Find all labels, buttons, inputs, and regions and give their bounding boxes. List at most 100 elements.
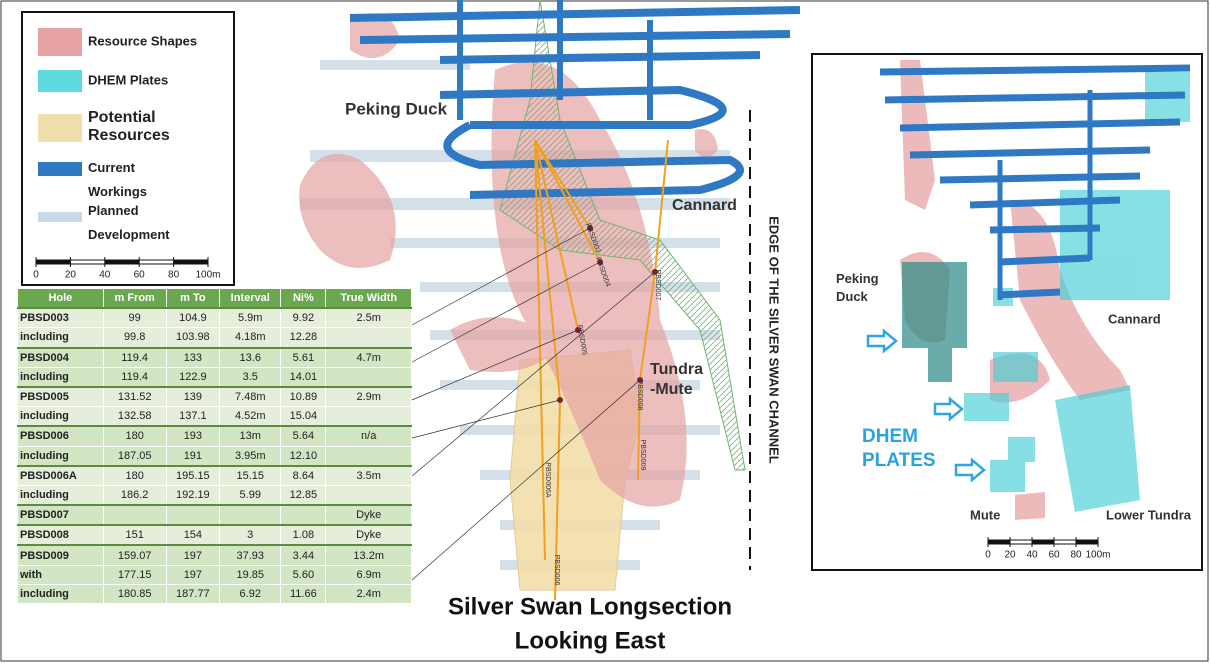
table-row: including 187.05 191 3.95m 12.10 (17, 445, 412, 467)
table-row: PBSD007 Dyke (17, 504, 412, 526)
table-cell: 7.48m (219, 385, 282, 408)
table-cell: 13m (219, 425, 282, 447)
inset-label: Peking Duck (836, 271, 879, 304)
scale-label: 80 (1070, 550, 1082, 561)
legend-label: DHEM Plates (88, 72, 168, 87)
legend-swatch (38, 28, 82, 56)
leader-lines (411, 227, 656, 581)
table-cell: 13.6 (219, 346, 282, 368)
table-row: PBSD003 99 104.9 5.9m 9.92 2.5m (17, 307, 412, 329)
table-cell: 139 (165, 385, 221, 408)
label: Tundra -Mute (650, 361, 703, 398)
label: Peking Duck (345, 99, 448, 118)
scale-label: 20 (65, 270, 77, 281)
table-row: PBSD006 180 193 13m 5.64 n/a (17, 425, 412, 447)
table-cell: 132.58 (102, 406, 167, 427)
scale-bar-segment (1076, 540, 1098, 544)
inset-label: DHEM PLATES (862, 426, 936, 471)
table-cell: 8.64 (280, 464, 327, 486)
title: Looking East (515, 627, 666, 654)
table-cell: PBSD006 (17, 425, 104, 447)
table-cell: 3.44 (280, 544, 327, 566)
table-row: PBSD006A 180 195.15 15.15 8.64 3.5m (17, 464, 412, 486)
inset-arrows (866, 328, 986, 483)
table-row: including 186.2 192.19 5.99 12.85 (17, 484, 412, 506)
scale-label: 0 (985, 550, 991, 561)
table-cell: 193 (165, 425, 221, 447)
table-cell: 5.61 (280, 346, 327, 368)
table-cell: PBSD004 (17, 346, 104, 368)
table-cell: 187.77 (165, 583, 221, 605)
table-cell: 192.19 (165, 484, 221, 506)
scale-bar-segment (173, 260, 208, 264)
table-cell (219, 504, 282, 526)
table-cell: Dyke (325, 524, 412, 546)
table-cell: 3.5m (325, 464, 412, 486)
inset-dark-plates (902, 262, 967, 382)
table-cell (165, 504, 221, 526)
table-cell (325, 327, 412, 349)
table-cell: 5.64 (280, 425, 327, 447)
table-cell: 19.85 (219, 564, 282, 585)
table-cell: including (17, 445, 104, 467)
table-row: PBSD008 151 154 3 1.08 Dyke (17, 524, 412, 546)
table-cell: n/a (325, 425, 412, 447)
table-cell: 137.1 (165, 406, 221, 427)
hole-label: PBSD006 (553, 555, 560, 586)
table-cell: 186.2 (102, 484, 167, 506)
inset-label: Mute (970, 507, 1000, 522)
table-cell: 2.9m (325, 385, 412, 408)
table-header: True Width (325, 288, 412, 309)
table-header: Ni% (280, 288, 327, 309)
table-cell: 13.2m (325, 544, 412, 566)
hole-label: PBSD007 (654, 270, 661, 301)
table-cell (280, 504, 327, 526)
table-cell (325, 366, 412, 388)
inset-dhem-plates (964, 72, 1190, 512)
table-cell: 197 (165, 564, 221, 585)
scale-label: 0 (33, 270, 39, 281)
table-cell: with (17, 564, 104, 585)
table-cell: including (17, 406, 104, 427)
legend-label: Planned Development (88, 203, 170, 242)
table-row: including 119.4 122.9 3.5 14.01 (17, 366, 412, 388)
table-cell: 15.04 (280, 406, 327, 427)
table-cell (102, 504, 167, 526)
hole-label: PBSD009 (639, 440, 646, 471)
table-cell: 11.66 (280, 583, 327, 605)
scale-label: 100m (1085, 550, 1110, 561)
current-workings (349, 0, 801, 199)
table-cell: 4.18m (219, 327, 282, 349)
table-cell: including (17, 583, 104, 605)
scale-label: 60 (1048, 550, 1060, 561)
scale-bar-segment (36, 260, 71, 264)
table-cell: 12.28 (280, 327, 327, 349)
table-cell: Dyke (325, 504, 412, 526)
legend-swatch (38, 70, 82, 92)
legend-label: Potential Resources (88, 109, 170, 144)
scale-label: 40 (99, 270, 111, 281)
table-cell: 6.92 (219, 583, 282, 605)
table-row: PBSD009 159.07 197 37.93 3.44 13.2m (17, 544, 412, 566)
table-cell: 1.08 (280, 524, 327, 546)
scale-label: 60 (134, 270, 146, 281)
table-cell: 122.9 (165, 366, 221, 388)
inset-label: Cannard (1108, 311, 1161, 326)
table-header: Interval (219, 288, 282, 309)
table-cell: 191 (165, 445, 221, 467)
assay-table: Hole m From m To Interval Ni% True Width PBSD0… (17, 288, 412, 605)
table-cell: 15.15 (219, 464, 282, 486)
table-cell: 12.10 (280, 445, 327, 467)
table-row: including 99.8 103.98 4.18m 12.28 (17, 327, 412, 349)
title: Silver Swan Longsection (448, 593, 732, 620)
table-cell: 119.4 (102, 366, 167, 388)
table-cell: including (17, 484, 104, 506)
inset-label: Lower Tundra (1106, 507, 1192, 522)
table-cell: 187.05 (102, 445, 167, 467)
table-cell: 5.9m (219, 307, 282, 329)
table-cell: 14.01 (280, 366, 327, 388)
table-cell: 4.52m (219, 406, 282, 427)
table-cell: 5.99 (219, 484, 282, 506)
